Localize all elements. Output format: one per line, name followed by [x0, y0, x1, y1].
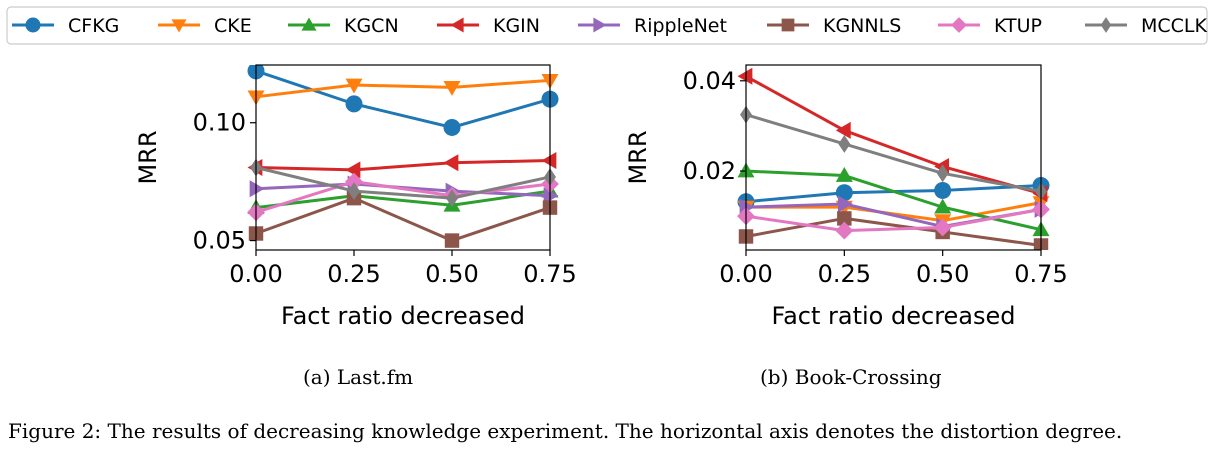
chart-b-line-mcclk	[745, 113, 1042, 193]
chart-b-ytick-label: 0.02	[683, 157, 736, 185]
legend-label-kgnnls: KGNNLS	[823, 15, 901, 37]
chart-a-point-cfkg-2	[443, 118, 461, 136]
chart-a-line-cfkg	[255, 69, 551, 129]
chart-b-xtick-label: 0.75	[1014, 260, 1067, 288]
chart-b-xtick-label: 0.00	[719, 260, 772, 288]
chart-b-series-kgin	[737, 67, 1048, 203]
chart-a-line-cke	[255, 78, 551, 99]
legend-item-kgnnls: KGNNLS	[767, 15, 901, 37]
chart-a-ytick-label: 0.05	[193, 227, 246, 255]
chart-a-line-kgnnls	[255, 196, 551, 243]
chart-b-point-kgnnls-1	[837, 211, 852, 226]
legend-marker-kgcn	[301, 17, 317, 31]
legend-marker-mcclk	[1100, 17, 1112, 33]
chart-a-point-mcclk-1	[348, 182, 360, 201]
chart-a-point-cke-2	[443, 81, 461, 96]
legend: CFKG CKE KGCN KGIN RippleNet KGNNLS KTUP MCCLK	[6, 6, 1208, 45]
subplot-last-fm: 0.00 0.25 0.50 0.75 0.05 0.10 Fact ratio decre…	[134, 64, 577, 330]
chart-b-xlabel: Fact ratio decreased	[771, 302, 1015, 330]
legend-label-cfkg: CFKG	[68, 15, 119, 37]
chart-a-line-mcclk	[255, 166, 551, 200]
chart-a-point-ripplenet-3	[543, 187, 559, 205]
chart-a-ylabel: MRR	[134, 130, 162, 184]
figure-caption: Figure 2: The results of decreasing know…	[8, 419, 1123, 443]
chart-a-series	[247, 65, 559, 248]
chart-b-point-kgcn-1	[835, 167, 853, 182]
chart-b-point-kgcn-2	[934, 198, 952, 214]
legend-item-ripplenet: RippleNet	[578, 15, 727, 37]
legend-marker-ripplenet	[593, 17, 607, 33]
chart-b-point-ktup-1	[835, 221, 854, 240]
subcaption-a: (a) Last.fm	[303, 365, 414, 389]
legend-label-mcclk: MCCLK	[1141, 15, 1208, 37]
chart-a-series-cke	[247, 73, 559, 106]
chart-a-xtick-label: 0.50	[425, 260, 478, 288]
chart-a-point-cke-1	[345, 78, 363, 94]
subcaption-b: (b) Book-Crossing	[760, 365, 942, 389]
chart-b-series	[737, 67, 1050, 250]
chart-b-point-mcclk-2	[936, 164, 949, 183]
chart-b-line-ktup	[745, 207, 1042, 233]
chart-b-point-mcclk-1	[838, 135, 851, 153]
chart-a-line-kgin	[255, 158, 551, 172]
chart-b-axes-frame	[745, 64, 1042, 251]
legend-label-kgcn: KGCN	[344, 15, 399, 37]
chart-a-point-kgnnls-2	[444, 233, 460, 248]
chart-b-xtick-label: 0.25	[818, 260, 871, 288]
chart-a-series-mcclk	[250, 158, 556, 208]
chart-b-point-ripplenet-1	[837, 195, 853, 213]
chart-a-point-ripplenet-0	[249, 180, 265, 198]
legend-marker-cke	[171, 19, 187, 33]
legend-item-ktup: KTUP	[938, 15, 1042, 37]
legend-label-kgin: KGIN	[493, 15, 540, 37]
chart-a-point-kgin-1	[345, 161, 361, 179]
legend-marker-ktup	[951, 17, 967, 33]
chart-b-xtick-label: 0.50	[916, 260, 969, 288]
chart-b-point-cfkg-2	[934, 181, 952, 199]
chart-a-xtick-label: 0.25	[327, 260, 380, 288]
chart-b-point-ktup-2	[933, 218, 952, 237]
chart-b-line-cfkg	[745, 183, 1042, 204]
subplot-book-crossing: 0.00 0.25 0.50 0.75 0.02 0.04 Fact ratio decre…	[624, 64, 1068, 330]
chart-a-xtick-label: 0.75	[523, 260, 576, 288]
legend-item-kgin: KGIN	[437, 15, 540, 37]
chart-b-ytick-label: 0.04	[683, 67, 736, 95]
chart-a-series-cfkg	[247, 65, 559, 136]
chart-a-axes-frame	[255, 64, 551, 251]
legend-marker-kgnnls	[781, 18, 795, 32]
chart-a-point-kgin-2	[443, 154, 459, 172]
chart-a-point-ktup-1	[345, 172, 363, 191]
chart-a-point-cfkg-1	[345, 95, 363, 113]
legend-label-cke: CKE	[214, 15, 252, 37]
chart-a-xlabel: Fact ratio decreased	[281, 302, 525, 330]
chart-a-series-kgin	[247, 151, 557, 179]
legend-item-mcclk: MCCLK	[1085, 15, 1208, 37]
legend-marker-cfkg	[25, 17, 41, 33]
chart-b-point-kgin-0	[737, 67, 753, 85]
legend-marker-kgin	[450, 17, 464, 33]
legend-item-kgcn: KGCN	[288, 15, 399, 37]
chart-b-ylabel: MRR	[624, 130, 652, 184]
legend-label-ripplenet: RippleNet	[634, 15, 727, 37]
chart-a-line-ktup	[255, 180, 551, 214]
chart-a-point-kgin-3	[541, 151, 557, 169]
legend-item-cke: CKE	[158, 15, 252, 37]
chart-a-point-mcclk-2	[446, 189, 458, 208]
chart-a-ytick-label: 0.10	[193, 109, 246, 137]
chart-b-point-kgin-1	[835, 121, 851, 139]
chart-b-line-kgcn	[745, 169, 1042, 232]
chart-b-line-kgnnls	[745, 216, 1042, 247]
chart-a-line-kgcn	[255, 189, 551, 210]
chart-b-line-kgin	[745, 74, 1042, 196]
chart-a-xtick-label: 0.00	[229, 260, 282, 288]
legend-label-ktup: KTUP	[994, 15, 1042, 37]
legend-item-cfkg: CFKG	[12, 15, 119, 37]
